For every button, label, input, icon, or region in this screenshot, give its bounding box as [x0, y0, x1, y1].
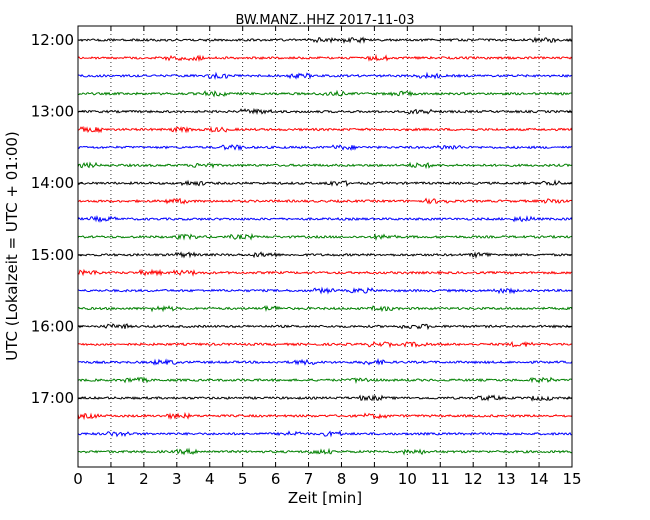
trace-1645	[77, 376, 573, 384]
trace-1730	[77, 430, 573, 438]
x-tick-label: 8	[337, 470, 347, 488]
trace-1215	[77, 53, 573, 62]
trace-1600	[77, 323, 573, 331]
x-tick-label: 13	[497, 470, 516, 488]
trace-1500	[77, 251, 573, 259]
y-tick-label: 15:00	[31, 246, 74, 264]
y-axis-label: UTC (Lokalzeit = UTC + 01:00)	[3, 131, 21, 361]
trace-1230	[77, 71, 573, 81]
trace-1315	[77, 125, 573, 134]
trace-1430	[77, 215, 573, 223]
x-tick-label: 11	[431, 470, 450, 488]
trace-1445	[77, 232, 573, 242]
x-tick-label: 14	[530, 470, 549, 488]
y-tick-label: 17:00	[31, 389, 74, 407]
y-tick-label: 14:00	[31, 174, 74, 192]
trace-1745	[77, 447, 573, 456]
chart-title: BW.MANZ..HHZ 2017-11-03	[235, 13, 414, 28]
x-tick-label: 4	[205, 470, 215, 488]
trace-1530	[77, 286, 573, 295]
trace-1330	[77, 144, 573, 151]
x-tick-label: 3	[172, 470, 182, 488]
y-tick-label: 12:00	[31, 31, 74, 49]
x-tick-label: 1	[106, 470, 116, 488]
x-tick-label: 15	[562, 470, 581, 488]
trace-1300	[77, 107, 573, 115]
tick-group: 0 1 2 3 4 5 6 7 8 9 10 11 12 13 14 1512:0013:0014:0015:…	[31, 26, 582, 488]
trace-1615	[77, 340, 573, 349]
x-tick-label: 0	[73, 470, 83, 488]
trace-1630	[77, 357, 573, 366]
trace-1200	[77, 36, 573, 44]
x-axis-label: Zeit [min]	[288, 489, 362, 507]
trace-group	[77, 36, 573, 456]
y-tick-label: 16:00	[31, 317, 74, 335]
x-tick-label: 9	[370, 470, 380, 488]
trace-1545	[77, 305, 573, 313]
y-tick-label: 13:00	[31, 103, 74, 121]
trace-1415	[77, 197, 573, 205]
x-tick-label: 10	[398, 470, 417, 488]
x-tick-label: 7	[304, 470, 314, 488]
trace-1515	[77, 268, 573, 277]
x-tick-label: 6	[271, 470, 281, 488]
trace-1345	[77, 161, 573, 170]
trace-1700	[77, 394, 573, 402]
x-tick-label: 5	[238, 470, 248, 488]
grid-lines	[110, 26, 540, 467]
x-tick-label: 12	[464, 470, 483, 488]
x-tick-label: 2	[139, 470, 149, 488]
trace-1715	[77, 411, 573, 421]
trace-1245	[77, 89, 573, 98]
plot-frame	[77, 25, 573, 468]
trace-1400	[77, 179, 573, 187]
